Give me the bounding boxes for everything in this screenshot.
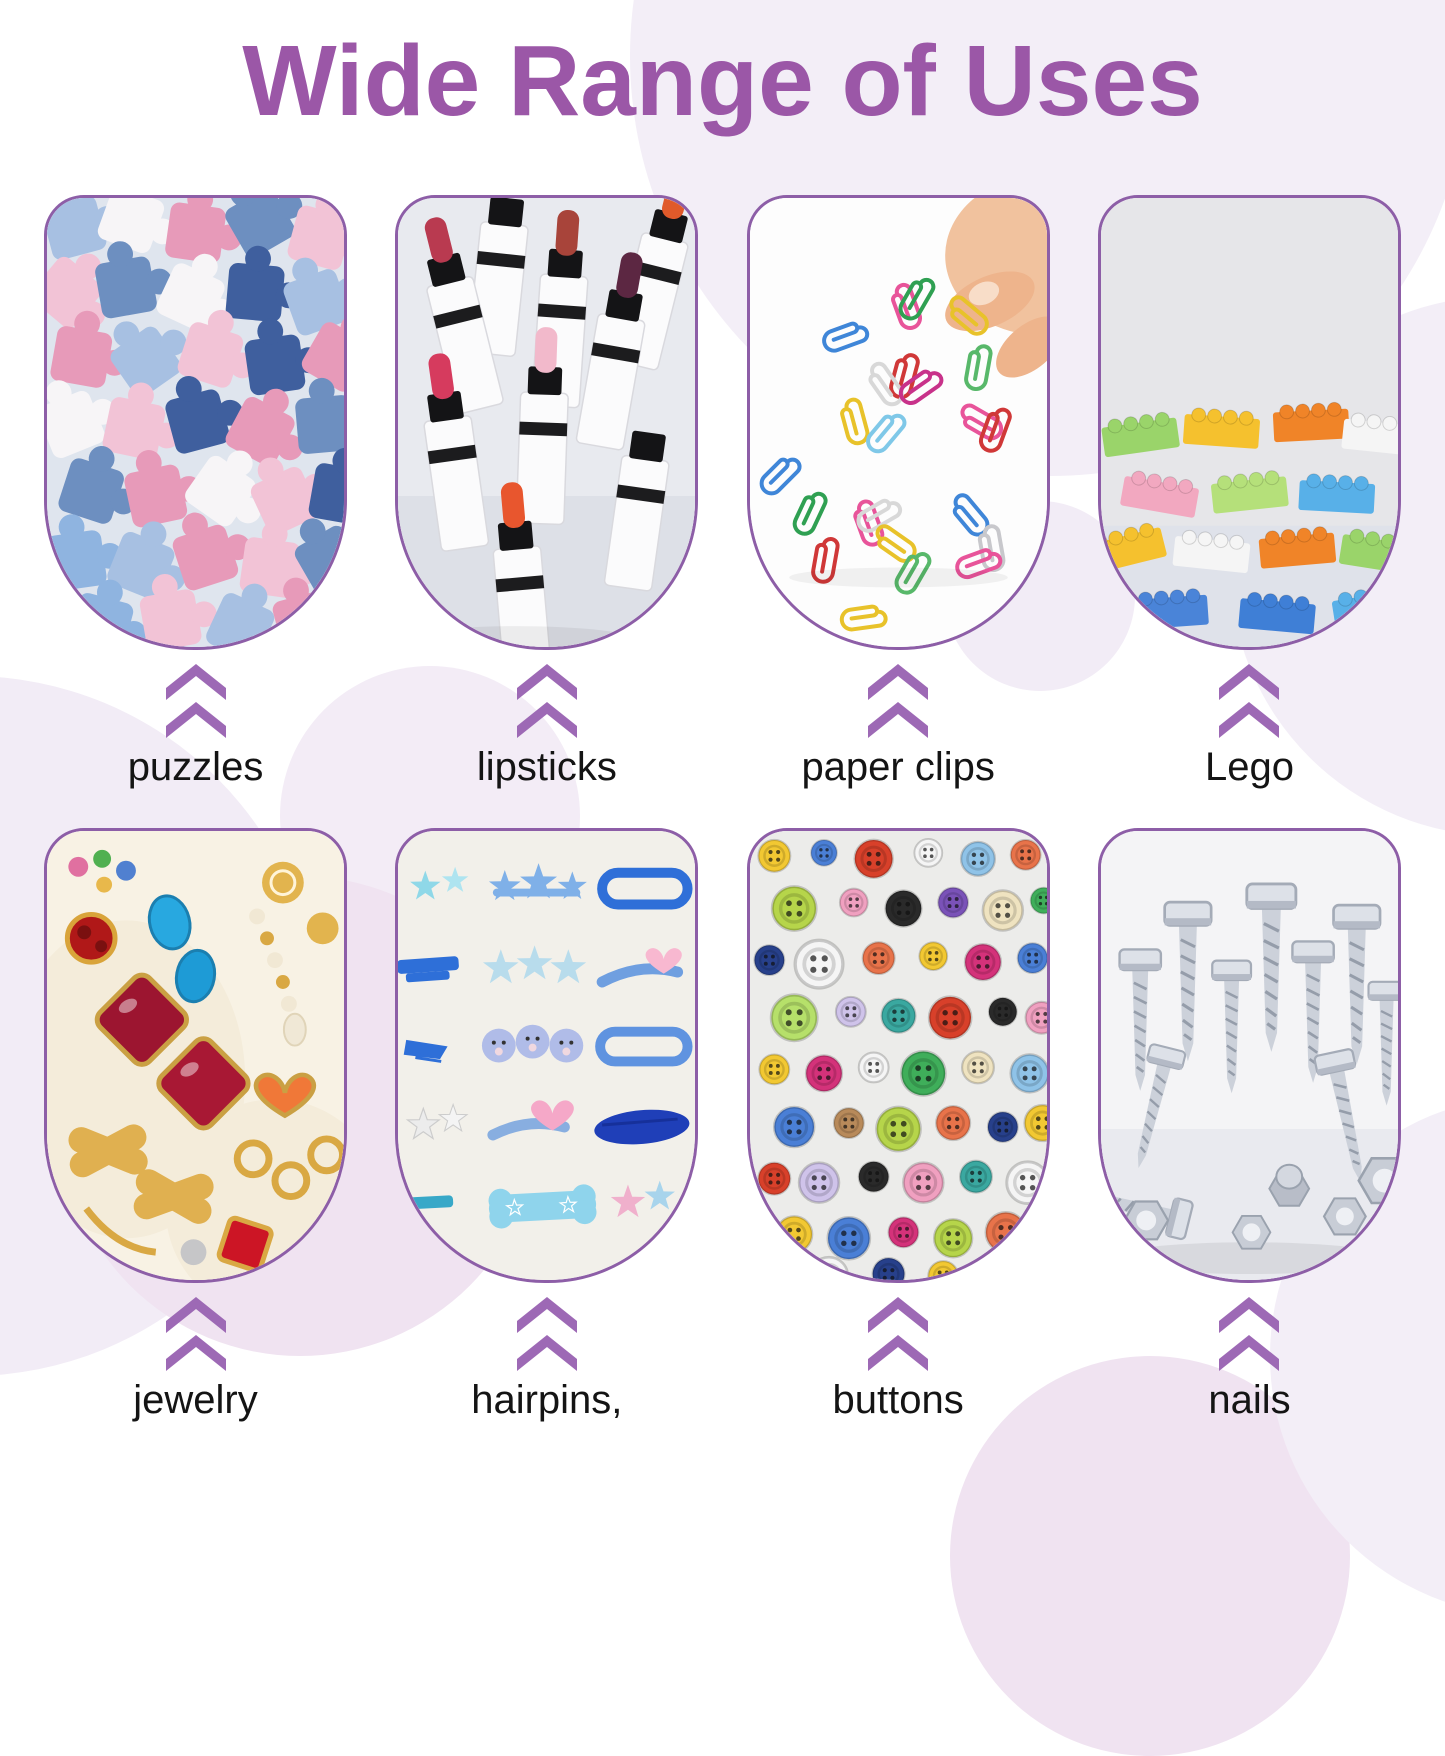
double-chevron-up-icon [1219, 664, 1280, 738]
double-chevron-up-icon [868, 1297, 929, 1371]
paper-clips-photo [746, 195, 1050, 650]
lego-illustration [1100, 198, 1398, 647]
double-chevron-up-icon [165, 664, 226, 738]
lego-photo [1097, 195, 1401, 650]
use-case-cell-hairpins: hairpins, [395, 828, 699, 1423]
use-case-label: lipsticks [476, 745, 617, 789]
double-chevron-up-icon [516, 1297, 577, 1371]
use-case-label: Lego [1204, 745, 1294, 789]
nails-illustration [1100, 831, 1398, 1280]
buttons-illustration [749, 831, 1047, 1280]
hand-shape [944, 198, 1047, 378]
buttons-photo [746, 828, 1050, 1283]
use-case-cell-puzzles: puzzles [44, 195, 347, 790]
hairpins-illustration [398, 831, 696, 1280]
use-case-label: jewelry [133, 1378, 258, 1422]
page-title: Wide Range of Uses [242, 25, 1203, 137]
use-case-cell-lego: Lego [1097, 195, 1401, 790]
lipsticks-illustration [398, 198, 696, 647]
nails-photo [1097, 828, 1401, 1283]
paper-clips-illustration [749, 198, 1047, 647]
use-case-cell-nails: nails [1097, 828, 1401, 1423]
use-case-label: buttons [832, 1378, 964, 1422]
use-case-cell-paper-clips: paper clips [746, 195, 1050, 790]
use-case-label: puzzles [127, 745, 264, 789]
use-cases-grid: puzzles lipsticks [0, 195, 1445, 1423]
use-case-cell-jewelry: jewelry [44, 828, 347, 1423]
use-case-cell-buttons: buttons [746, 828, 1050, 1423]
jewelry-photo [44, 828, 347, 1283]
use-case-label: hairpins, [471, 1378, 623, 1422]
hairpins-photo [395, 828, 699, 1283]
double-chevron-up-icon [1219, 1297, 1280, 1371]
lipsticks-photo [395, 195, 699, 650]
double-chevron-up-icon [165, 1297, 226, 1371]
double-chevron-up-icon [868, 664, 929, 738]
puzzles-photo [44, 195, 347, 650]
use-case-label: paper clips [801, 745, 995, 789]
use-case-label: nails [1208, 1378, 1291, 1422]
jewelry-illustration [47, 831, 344, 1280]
use-case-cell-lipsticks: lipsticks [395, 195, 699, 790]
double-chevron-up-icon [516, 664, 577, 738]
puzzles-illustration [47, 198, 344, 647]
